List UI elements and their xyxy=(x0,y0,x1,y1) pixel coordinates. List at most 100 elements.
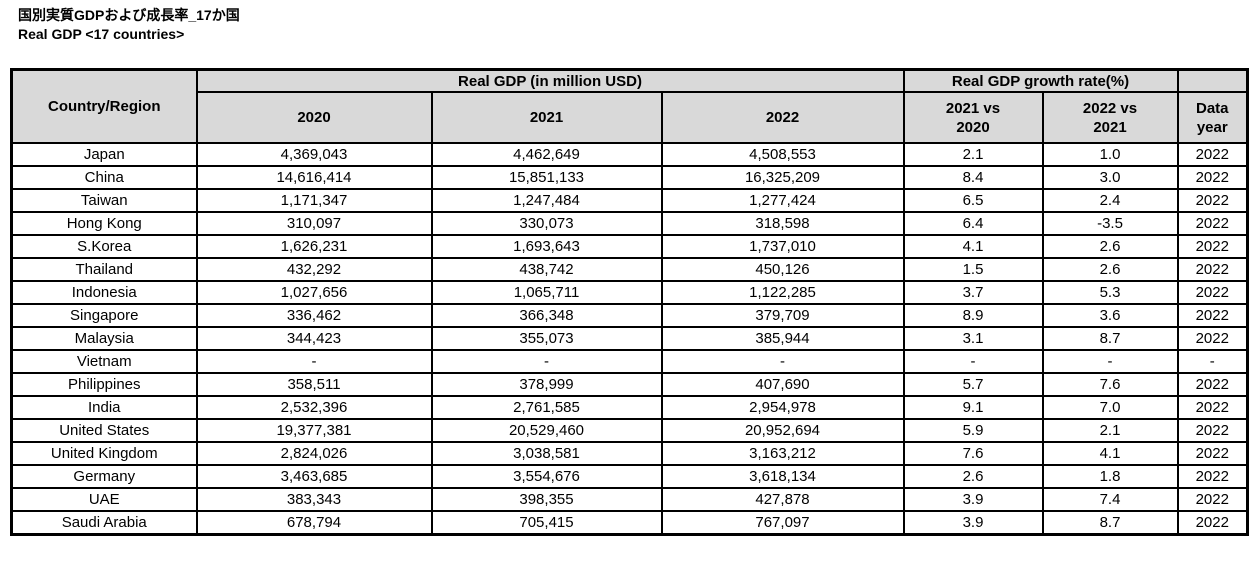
gdp-2020-cell: 358,511 xyxy=(195,372,433,397)
gdp-2021-cell: 3,038,581 xyxy=(430,441,663,466)
gdp-2022-cell: 2,954,978 xyxy=(660,395,905,420)
table-row: UAE 383,343 398,355 427,878 3.9 7.4 2022 xyxy=(10,487,1249,512)
gdp-2021-cell: 1,065,711 xyxy=(430,280,663,305)
growth-2021-vs-2020-cell: 4.1 xyxy=(902,234,1044,259)
table-row: Saudi Arabia 678,794 705,415 767,097 3.9 8.7 2… xyxy=(10,510,1249,536)
growth-2022-vs-2021-cell: 1.0 xyxy=(1041,142,1179,167)
country-cell: China xyxy=(10,165,198,190)
table-row: S.Korea 1,626,231 1,693,643 1,737,010 4.1 2.6… xyxy=(10,234,1249,259)
table-row: Taiwan 1,171,347 1,247,484 1,277,424 6.5 2.4 2… xyxy=(10,188,1249,213)
country-cell: UAE xyxy=(10,487,198,512)
data-year-cell: 2022 xyxy=(1176,142,1249,167)
gdp-2022-cell: 1,737,010 xyxy=(660,234,905,259)
gdp-2022-cell: 16,325,209 xyxy=(660,165,905,190)
table-row: India 2,532,396 2,761,585 2,954,978 9.1 7.0 20… xyxy=(10,395,1249,420)
growth-2021-vs-2020-cell: 3.7 xyxy=(902,280,1044,305)
data-year-cell: 2022 xyxy=(1176,487,1249,512)
gdp-2021-cell: 398,355 xyxy=(430,487,663,512)
gdp-2022-cell: 379,709 xyxy=(660,303,905,328)
growth-2022-vs-2021-cell: 2.6 xyxy=(1041,234,1179,259)
country-cell: India xyxy=(10,395,198,420)
growth-2021-vs-2020-cell: 3.9 xyxy=(902,487,1044,512)
table-row: Philippines 358,511 378,999 407,690 5.7 7.6 20… xyxy=(10,372,1249,397)
gdp-2021-cell: 2,761,585 xyxy=(430,395,663,420)
data-year-cell: 2022 xyxy=(1176,211,1249,236)
data-year-cell: 2022 xyxy=(1176,234,1249,259)
growth-2021-vs-2020-cell: 3.1 xyxy=(902,326,1044,351)
growth-2022-vs-2021-cell: 2.4 xyxy=(1041,188,1179,213)
table-row: Singapore 336,462 366,348 379,709 8.9 3.6 2022 xyxy=(10,303,1249,328)
header-sub-row: 2020 2021 2022 2021 vs 2020 2022 vs 2021… xyxy=(12,91,1249,144)
gdp-2020-cell: 2,824,026 xyxy=(195,441,433,466)
country-cell: Saudi Arabia xyxy=(10,510,198,536)
gdp-2022-cell: 1,277,424 xyxy=(660,188,905,213)
country-cell: United States xyxy=(10,418,198,443)
gdp-2021-cell: 20,529,460 xyxy=(430,418,663,443)
data-year-cell: 2022 xyxy=(1176,418,1249,443)
growth-2022-vs-2021-cell: 8.7 xyxy=(1041,510,1179,536)
gdp-2022-cell: 385,944 xyxy=(660,326,905,351)
data-year-cell: 2022 xyxy=(1176,188,1249,213)
col-group-growth-rate-filler xyxy=(1176,68,1249,93)
country-cell: United Kingdom xyxy=(10,441,198,466)
gdp-2020-cell: 3,463,685 xyxy=(195,464,433,489)
country-cell: Thailand xyxy=(10,257,198,282)
gdp-2022-cell: 3,163,212 xyxy=(660,441,905,466)
growth-2022-vs-2021-cell: 2.6 xyxy=(1041,257,1179,282)
col-group-growth-rate: Real GDP growth rate(%) xyxy=(902,68,1179,93)
gdp-2022-cell: 407,690 xyxy=(660,372,905,397)
gdp-2021-cell: 705,415 xyxy=(430,510,663,536)
gdp-2021-cell: 15,851,133 xyxy=(430,165,663,190)
gdp-2020-cell: 4,369,043 xyxy=(195,142,433,167)
gdp-2022-cell: 427,878 xyxy=(660,487,905,512)
data-year-cell: 2022 xyxy=(1176,303,1249,328)
gdp-2022-cell: 318,598 xyxy=(660,211,905,236)
country-cell: Taiwan xyxy=(10,188,198,213)
gdp-2020-cell: 19,377,381 xyxy=(195,418,433,443)
growth-2022-vs-2021-cell: 2.1 xyxy=(1041,418,1179,443)
growth-2021-vs-2020-cell: 3.9 xyxy=(902,510,1044,536)
col-header-2021-vs-2020: 2021 vs 2020 xyxy=(902,91,1044,144)
table-row: United Kingdom 2,824,026 3,038,581 3,163,21… xyxy=(10,441,1249,466)
growth-2021-vs-2020-cell: 8.4 xyxy=(902,165,1044,190)
data-year-cell: 2022 xyxy=(1176,165,1249,190)
gdp-table: Country/Region Real GDP (in million USD)… xyxy=(10,68,1250,536)
table-row: Vietnam - - - - - - xyxy=(10,349,1249,374)
country-cell: Japan xyxy=(10,142,198,167)
data-year-cell: 2022 xyxy=(1176,510,1249,536)
gdp-2020-cell: 1,027,656 xyxy=(195,280,433,305)
country-cell: Hong Kong xyxy=(10,211,198,236)
gdp-2020-cell: 432,292 xyxy=(195,257,433,282)
growth-2021-vs-2020-cell: 6.5 xyxy=(902,188,1044,213)
country-cell: Germany xyxy=(10,464,198,489)
growth-2022-vs-2021-cell: -3.5 xyxy=(1041,211,1179,236)
gdp-2020-cell: 14,616,414 xyxy=(195,165,433,190)
gdp-2020-cell: 383,343 xyxy=(195,487,433,512)
title-english: Real GDP <17 countries> xyxy=(18,26,185,42)
growth-2022-vs-2021-cell: 5.3 xyxy=(1041,280,1179,305)
title-japanese: 国別実質GDPおよび成長率_17か国 xyxy=(18,7,240,23)
data-year-cell: 2022 xyxy=(1176,441,1249,466)
gdp-2020-cell: 344,423 xyxy=(195,326,433,351)
gdp-2021-cell: 366,348 xyxy=(430,303,663,328)
gdp-2020-cell: - xyxy=(195,349,433,374)
gdp-2021-cell: 355,073 xyxy=(430,326,663,351)
col-header-2020: 2020 xyxy=(195,91,433,144)
growth-2021-vs-2020-cell: 1.5 xyxy=(902,257,1044,282)
gdp-2020-cell: 310,097 xyxy=(195,211,433,236)
table-row: Indonesia 1,027,656 1,065,711 1,122,285 3.7 5… xyxy=(10,280,1249,305)
country-cell: Philippines xyxy=(10,372,198,397)
table-row: Germany 3,463,685 3,554,676 3,618,134 2.6 1.8… xyxy=(10,464,1249,489)
gdp-2021-cell: 1,247,484 xyxy=(430,188,663,213)
gdp-2022-cell: 3,618,134 xyxy=(660,464,905,489)
gdp-2020-cell: 336,462 xyxy=(195,303,433,328)
growth-2021-vs-2020-cell: 9.1 xyxy=(902,395,1044,420)
gdp-2020-cell: 1,626,231 xyxy=(195,234,433,259)
country-cell: S.Korea xyxy=(10,234,198,259)
country-cell: Malaysia xyxy=(10,326,198,351)
data-year-cell: 2022 xyxy=(1176,257,1249,282)
country-cell: Indonesia xyxy=(10,280,198,305)
growth-2022-vs-2021-cell: - xyxy=(1041,349,1179,374)
growth-2021-vs-2020-cell: 6.4 xyxy=(902,211,1044,236)
